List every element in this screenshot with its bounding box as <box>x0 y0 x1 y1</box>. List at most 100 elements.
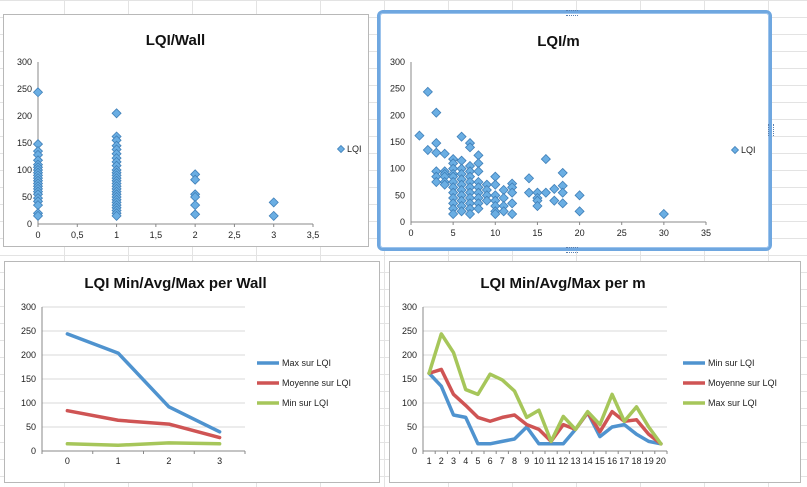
data-point <box>574 206 585 217</box>
x-tick-label: 3 <box>451 456 456 466</box>
y-tick-label: 250 <box>390 84 405 94</box>
data-point <box>549 183 560 194</box>
x-tick-label: 25 <box>617 228 627 238</box>
x-tick-label: 2 <box>193 230 198 240</box>
chart-lqi-wall[interactable]: LQI/Wall 0 50 100 150 200 250 300 0 0,5 1 1,5 2 2,5 3 3… <box>3 14 369 247</box>
legend-label: Moyenne sur LQI <box>708 378 777 388</box>
data-point <box>190 200 201 211</box>
y-tick-label: 250 <box>402 326 417 336</box>
y-tick-label: 300 <box>402 302 417 312</box>
x-tick-label: 10 <box>490 228 500 238</box>
x-tick-label: 13 <box>570 456 580 466</box>
x-tick-label: 3 <box>271 230 276 240</box>
chart-title: LQI/Wall <box>146 32 205 49</box>
x-tick-label: 14 <box>583 456 593 466</box>
data-point <box>557 167 568 178</box>
x-tick-label: 1 <box>116 456 121 466</box>
legend-label: Moyenne sur LQI <box>282 378 351 388</box>
data-point <box>481 195 492 206</box>
data-point <box>540 187 551 198</box>
data-point <box>111 210 122 221</box>
resize-handle-top[interactable] <box>566 10 578 16</box>
x-tick-label: 30 <box>659 228 669 238</box>
resize-handle-right[interactable] <box>768 124 774 136</box>
chart-lqi-minavgmax-m-svg: LQI Min/Avg/Max per m 0 50 100 150 200 250 300 1… <box>402 275 777 466</box>
y-tick-label: 300 <box>390 57 405 67</box>
x-tick-label: 8 <box>512 456 517 466</box>
chart-lqi-m[interactable]: LQI/m 0 50 100 150 200 250 300 0 5 10 15 20 25 30 35 LQI <box>377 10 772 251</box>
data-point <box>448 208 459 220</box>
data-point <box>439 179 450 190</box>
data-point <box>464 142 476 153</box>
x-tick-label: 11 <box>546 456 555 466</box>
y-tick-label: 250 <box>21 326 36 336</box>
data-point <box>730 145 740 155</box>
y-tick-label: 100 <box>17 165 32 175</box>
data-point <box>190 209 201 220</box>
data-point <box>507 208 518 220</box>
x-tick-label: 9 <box>524 456 529 466</box>
x-tick-label: 19 <box>644 456 654 466</box>
data-point <box>190 174 201 185</box>
series-line <box>65 441 222 447</box>
data-point <box>557 198 568 209</box>
legend-label: Max sur LQI <box>708 398 757 408</box>
data-point <box>32 210 44 221</box>
y-tick-label: 100 <box>21 398 36 408</box>
legend-label: LQI <box>347 144 362 154</box>
chart-lqi-minavgmax-wall-svg: LQI Min/Avg/Max per Wall 0 50 100 150 200 250 3… <box>21 275 351 466</box>
data-point <box>490 208 501 220</box>
y-tick-label: 50 <box>26 422 36 432</box>
x-tick-label: 5 <box>475 456 480 466</box>
data-point <box>111 108 122 119</box>
chart-lqi-minavgmax-m[interactable]: LQI Min/Avg/Max per m 0 50 100 150 200 250 300 1… <box>389 261 801 483</box>
y-tick-label: 100 <box>390 164 405 174</box>
y-tick-label: 150 <box>402 374 417 384</box>
x-tick-label: 35 <box>701 228 711 238</box>
data-point <box>574 190 585 201</box>
data-point <box>498 206 509 217</box>
y-tick-label: 0 <box>27 219 32 229</box>
chart-title: LQI/m <box>537 33 580 50</box>
y-tick-label: 150 <box>390 137 405 147</box>
data-point <box>540 154 551 165</box>
data-point <box>268 197 279 208</box>
data-point <box>414 130 425 141</box>
x-tick-label: 2 <box>166 456 171 466</box>
x-tick-label: 17 <box>619 456 629 466</box>
x-tick-label: 0 <box>408 228 413 238</box>
x-tick-label: 5 <box>451 228 456 238</box>
x-tick-label: 10 <box>534 456 544 466</box>
x-tick-label: 0,5 <box>71 230 84 240</box>
x-tick-label: 15 <box>595 456 605 466</box>
data-point <box>532 200 543 212</box>
legend-label: Max sur LQI <box>282 358 331 368</box>
y-tick-label: 200 <box>390 110 405 120</box>
series-line <box>427 332 663 446</box>
series-line <box>65 408 222 440</box>
data-point <box>431 176 442 188</box>
y-tick-label: 50 <box>22 192 32 202</box>
chart-lqi-minavgmax-wall[interactable]: LQI Min/Avg/Max per Wall 0 50 100 150 200 250 3… <box>4 261 380 483</box>
x-tick-label: 2,5 <box>228 230 241 240</box>
y-tick-label: 250 <box>17 84 32 94</box>
y-tick-label: 150 <box>21 374 36 384</box>
data-point <box>431 138 442 149</box>
data-point <box>507 198 518 209</box>
y-tick-label: 300 <box>21 302 36 312</box>
data-point <box>422 86 433 97</box>
x-tick-label: 1 <box>427 456 432 466</box>
data-point <box>473 203 484 214</box>
data-point <box>523 187 535 198</box>
x-tick-label: 3,5 <box>307 230 320 240</box>
data-point <box>422 144 433 156</box>
data-point <box>336 144 346 154</box>
x-tick-label: 16 <box>607 456 617 466</box>
chart-title: LQI Min/Avg/Max per Wall <box>84 275 266 292</box>
x-tick-label: 7 <box>500 456 505 466</box>
data-point <box>456 131 467 142</box>
data-point <box>473 166 484 177</box>
data-point <box>490 179 501 190</box>
y-tick-label: 0 <box>412 446 417 456</box>
resize-handle-bottom[interactable] <box>566 247 578 253</box>
